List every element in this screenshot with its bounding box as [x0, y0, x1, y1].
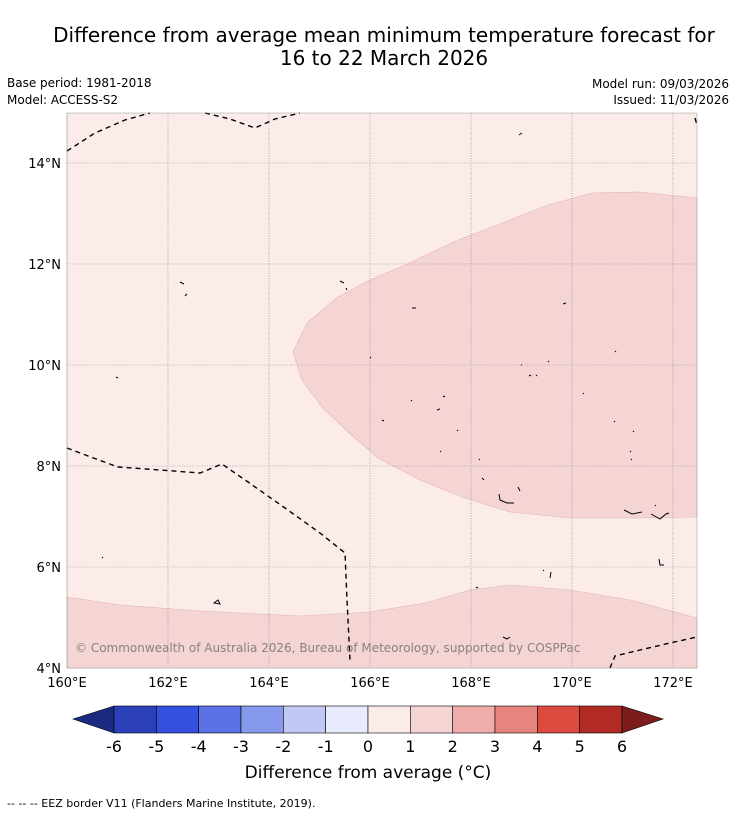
colorbar [72, 705, 664, 734]
colorbar-low-extension [72, 705, 115, 734]
colorbar-swatch [579, 705, 623, 734]
colorbar-tick-label: 1 [405, 737, 415, 756]
colorbar-tick-label: -5 [148, 737, 164, 756]
x-tick-label: 172°E [653, 676, 693, 691]
colorbar-swatch [240, 705, 284, 734]
x-axis: 160°E 162°E 164°E 166°E 168°E 170°E 172°… [47, 676, 693, 691]
colorbar-tick-label: -6 [106, 737, 122, 756]
colorbar-tick-label: -1 [318, 737, 334, 756]
colorbar-swatch [494, 705, 538, 734]
colorbar-high-extension [621, 705, 664, 734]
colorbar-tick-label: 2 [448, 737, 458, 756]
colorbar-swatch [113, 705, 157, 734]
colorbar-ticks: -6 -5 -4 -3 -2 -1 0 1 2 3 4 5 6 [106, 737, 627, 756]
x-tick-label: 170°E [552, 676, 592, 691]
colorbar-swatch [367, 705, 411, 734]
map-title-line2: 16 to 22 March 2026 [279, 46, 489, 70]
islands [101, 132, 670, 640]
colorbar-tick-label: 5 [575, 737, 585, 756]
issued-date: Issued: 11/03/2026 [613, 93, 729, 107]
colorbar-tick-label: 3 [490, 737, 500, 756]
y-axis: 14°N 12°N 10°N 8°N 6°N 4°N [28, 157, 61, 677]
x-tick-label: 160°E [47, 676, 87, 691]
colorbar-swatch [537, 705, 580, 734]
eez-borders [66, 112, 698, 669]
colorbar-tick-label: 6 [617, 737, 627, 756]
x-tick-label: 168°E [451, 676, 491, 691]
colorbar-swatch [410, 705, 453, 734]
x-tick-label: 166°E [350, 676, 390, 691]
colorbar-tick-label: -4 [191, 737, 207, 756]
y-tick-label: 6°N [37, 561, 62, 576]
colorbar-swatch [452, 705, 496, 734]
base-period: Base period: 1981-2018 [7, 76, 152, 90]
x-tick-label: 162°E [148, 676, 188, 691]
y-tick-label: 4°N [37, 662, 62, 677]
anomaly-region-1-2 [292, 191, 698, 519]
colorbar-swatch [156, 705, 199, 734]
colorbar-label: Difference from average (°C) [244, 763, 492, 783]
colorbar-tick-label: 4 [532, 737, 542, 756]
colorbar-swatch [283, 705, 326, 734]
colorbar-tick-label: 0 [363, 737, 373, 756]
colorbar-swatch [325, 705, 369, 734]
colorbar-swatch [198, 705, 242, 734]
colorbar-tick-label: -2 [275, 737, 291, 756]
x-tick-label: 164°E [249, 676, 289, 691]
map-title-line1: Difference from average mean minimum tem… [53, 23, 715, 47]
y-tick-label: 14°N [28, 157, 61, 172]
y-tick-label: 10°N [28, 359, 61, 374]
copyright-text: © Commonwealth of Australia 2026, Bureau… [75, 641, 580, 655]
model-name: Model: ACCESS-S2 [7, 93, 119, 107]
eez-legend-note: -- -- -- EEZ border V11 (Flanders Marine… [7, 797, 316, 810]
colorbar-tick-label: -3 [233, 737, 249, 756]
y-tick-label: 12°N [28, 258, 61, 273]
model-run: Model run: 09/03/2026 [591, 77, 729, 91]
map-frame [66, 112, 698, 669]
y-tick-label: 8°N [37, 460, 62, 475]
